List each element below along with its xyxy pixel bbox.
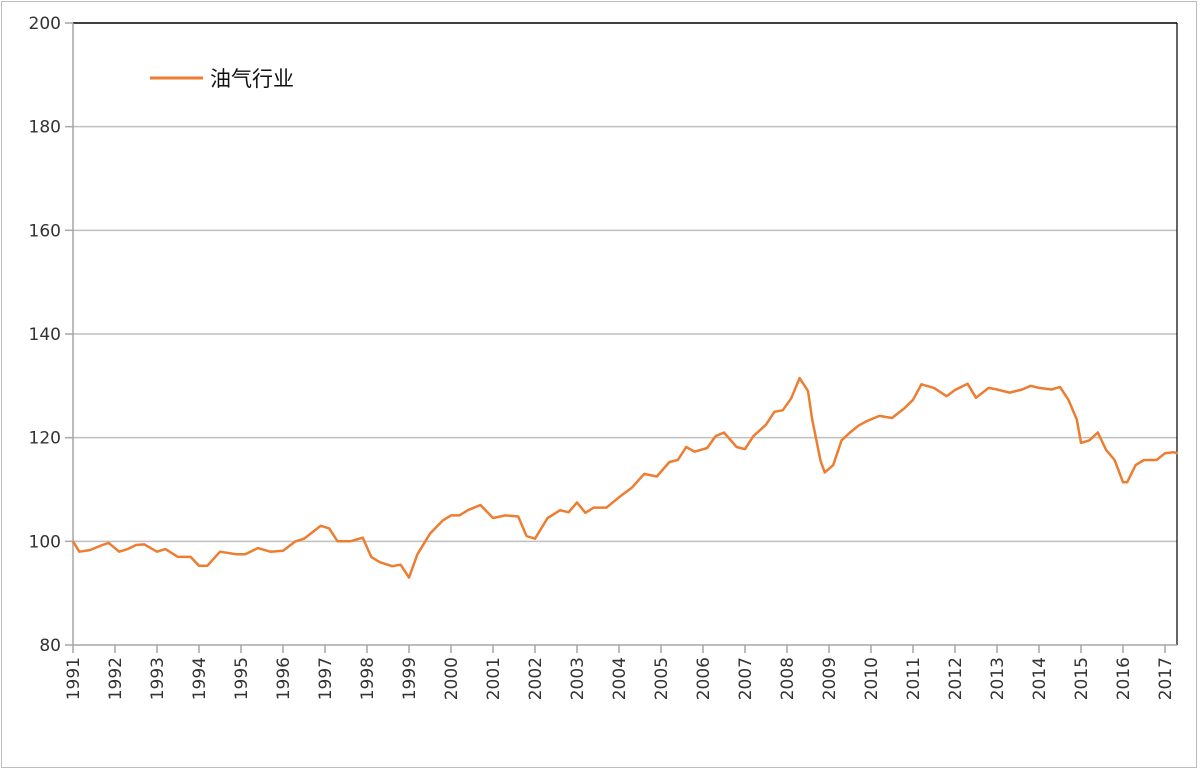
x-tick-label: 2003 bbox=[568, 657, 588, 700]
x-tick-label: 2017 bbox=[1156, 657, 1176, 700]
x-tick-label: 1995 bbox=[232, 657, 252, 700]
gridlines bbox=[73, 22, 1177, 543]
x-tick-label: 1999 bbox=[400, 657, 420, 700]
y-tick-label: 140 bbox=[29, 325, 61, 345]
x-tick-label: 2013 bbox=[988, 657, 1008, 700]
x-tick-label: 1996 bbox=[274, 657, 294, 700]
legend-label: 油气行业 bbox=[210, 67, 294, 91]
series-line bbox=[71, 376, 1178, 579]
x-tick-label: 1991 bbox=[64, 657, 84, 700]
x-tick-label: 2008 bbox=[778, 657, 798, 700]
x-axis: 1991 1992 1993 1994 1995 1996 1997 1998 1999 2000… bbox=[64, 644, 1177, 700]
x-tick-label: 2002 bbox=[526, 657, 546, 700]
x-tick-label: 1997 bbox=[316, 657, 336, 700]
y-tick-label: 100 bbox=[29, 532, 61, 552]
y-tick-label: 120 bbox=[29, 429, 61, 449]
x-tick-label: 2006 bbox=[694, 657, 714, 700]
x-tick-label: 2009 bbox=[820, 657, 840, 700]
y-axis: 80 100 120 140 160 180 200 bbox=[29, 14, 1178, 656]
x-tick-label: 2015 bbox=[1072, 657, 1092, 700]
x-tick-label: 1992 bbox=[106, 657, 126, 700]
x-tick-label: 1994 bbox=[190, 657, 210, 700]
x-tick-label: 1998 bbox=[358, 657, 378, 700]
y-tick-label: 160 bbox=[29, 221, 61, 241]
x-tick-label: 2004 bbox=[610, 657, 630, 700]
y-tick-label: 80 bbox=[39, 636, 61, 656]
x-tick-label: 1993 bbox=[148, 657, 168, 700]
x-tick-label: 2010 bbox=[862, 657, 882, 700]
x-tick-label: 2014 bbox=[1030, 657, 1050, 700]
x-tick-label: 2007 bbox=[736, 657, 756, 700]
x-tick-label: 2016 bbox=[1114, 657, 1134, 700]
x-tick-label: 2005 bbox=[652, 657, 672, 700]
x-tick-label: 2011 bbox=[904, 657, 924, 700]
x-tick-label: 2000 bbox=[442, 657, 462, 700]
y-tick-label: 180 bbox=[29, 118, 61, 138]
x-tick-label: 2001 bbox=[484, 657, 504, 700]
series-layer bbox=[71, 376, 1178, 579]
x-tick-label: 2012 bbox=[946, 657, 966, 700]
y-tick-label: 200 bbox=[29, 14, 61, 34]
legend: 油气行业 bbox=[150, 67, 294, 91]
